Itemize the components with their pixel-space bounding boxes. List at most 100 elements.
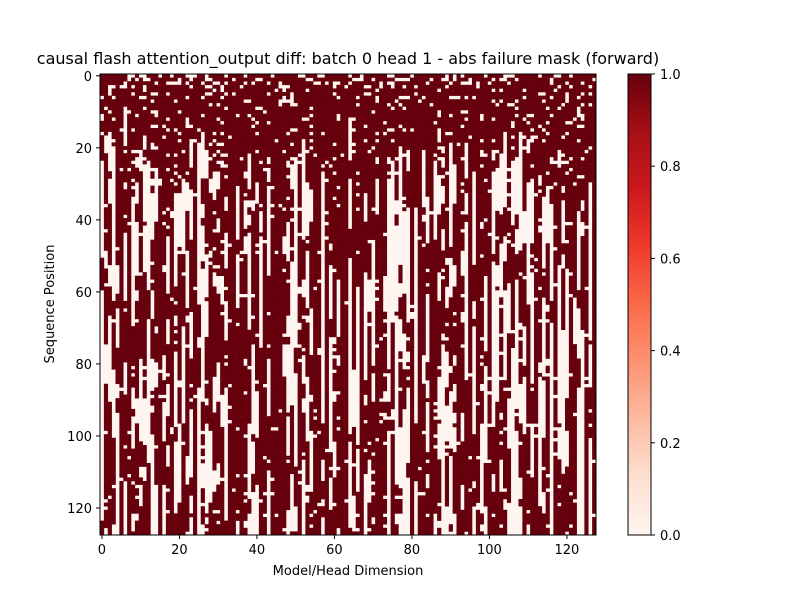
heatmap-cell [262,444,267,449]
heatmap-cell [262,380,267,385]
heatmap-cell [247,390,252,395]
heatmap-cell [142,516,147,521]
heatmap-cell [154,279,159,284]
heatmap-cell [274,286,279,291]
heatmap-cell [146,300,151,305]
heatmap-cell [127,254,132,258]
heatmap-cell [119,203,124,208]
heatmap-cell [138,124,143,129]
heatmap-cell [243,77,248,82]
heatmap-cell [313,156,318,161]
heatmap-cell [286,113,291,118]
heatmap-cell [274,358,279,363]
heatmap-cell [216,401,221,406]
heatmap-cell [154,419,159,424]
heatmap-cell [235,419,240,424]
heatmap-cell [270,95,275,100]
heatmap-cell [270,174,275,179]
heatmap-cell [278,149,283,154]
heatmap-cell [239,167,244,172]
heatmap-cell [309,383,314,388]
heatmap-cell [216,189,221,194]
heatmap-cell [324,520,329,525]
heatmap-cell [227,394,233,399]
heatmap-cell [119,268,124,273]
heatmap-cell [212,358,217,363]
heatmap-cell [220,516,225,521]
heatmap-cell [196,106,202,111]
heatmap-cell [309,297,314,302]
heatmap-cell [216,250,221,255]
heatmap-cell [262,340,267,345]
heatmap-cell [100,120,105,125]
heatmap-cell [196,95,202,100]
heatmap-cell [146,146,151,150]
heatmap-cell [154,351,159,356]
heatmap-cell [165,380,171,385]
heatmap-cell [165,113,171,118]
heatmap-cell [286,178,291,183]
heatmap-cell [212,365,217,370]
heatmap-cell [162,311,167,316]
heatmap-cell [123,146,128,150]
heatmap-cell [169,300,174,305]
heatmap-cell [146,135,151,140]
heatmap-cell [111,110,116,114]
heatmap-cell [208,362,213,367]
heatmap-cell [189,279,194,284]
heatmap-cell [127,387,132,392]
heatmap-cell [177,354,182,359]
heatmap-cell [142,506,147,511]
heatmap-cell [181,164,186,168]
heatmap-cell [165,416,171,421]
heatmap-cell [134,347,140,352]
heatmap-cell [313,300,318,305]
heatmap-cell [185,243,190,248]
heatmap-cell [208,200,213,204]
heatmap-cell [169,124,174,129]
heatmap-cell [258,200,264,204]
heatmap-cell [134,84,140,89]
heatmap-cell [270,495,275,500]
heatmap-cell [212,117,217,122]
heatmap-cell [119,293,124,298]
heatmap-cell [196,113,202,118]
heatmap-cell [227,372,233,377]
heatmap-cell [142,92,147,96]
heatmap-cell [200,120,205,125]
heatmap-cell [216,426,221,431]
heatmap-cell [208,218,213,222]
heatmap-cell [301,297,306,302]
heatmap-cell [103,124,109,129]
heatmap-cell [309,380,314,385]
heatmap-cell [262,218,267,222]
heatmap-cell [243,488,248,493]
heatmap-cell [243,462,248,467]
heatmap-cell [262,509,267,514]
heatmap-cell [286,412,291,417]
heatmap-cell [193,92,198,96]
heatmap-cell [258,466,264,471]
heatmap-cell [243,297,248,302]
heatmap-cell [286,470,291,475]
heatmap-cell [134,488,140,493]
heatmap-cell [251,182,256,186]
heatmap-cell [208,174,213,179]
heatmap-cell [243,351,248,356]
heatmap-cell [115,74,120,78]
heatmap-cell [169,326,174,331]
heatmap-cell [270,383,275,388]
heatmap-cell [227,138,233,143]
heatmap-cell [313,99,318,104]
heatmap-cell [297,491,302,496]
heatmap-cell [324,203,329,208]
heatmap-cell [138,228,143,233]
heatmap-cell [313,225,318,230]
heatmap-cell [270,498,275,503]
heatmap-cell [286,297,291,302]
heatmap-cell [282,135,287,140]
heatmap-cell [328,74,333,78]
heatmap-cell [154,120,159,125]
heatmap-cell [154,308,159,312]
heatmap-cell [193,524,198,529]
